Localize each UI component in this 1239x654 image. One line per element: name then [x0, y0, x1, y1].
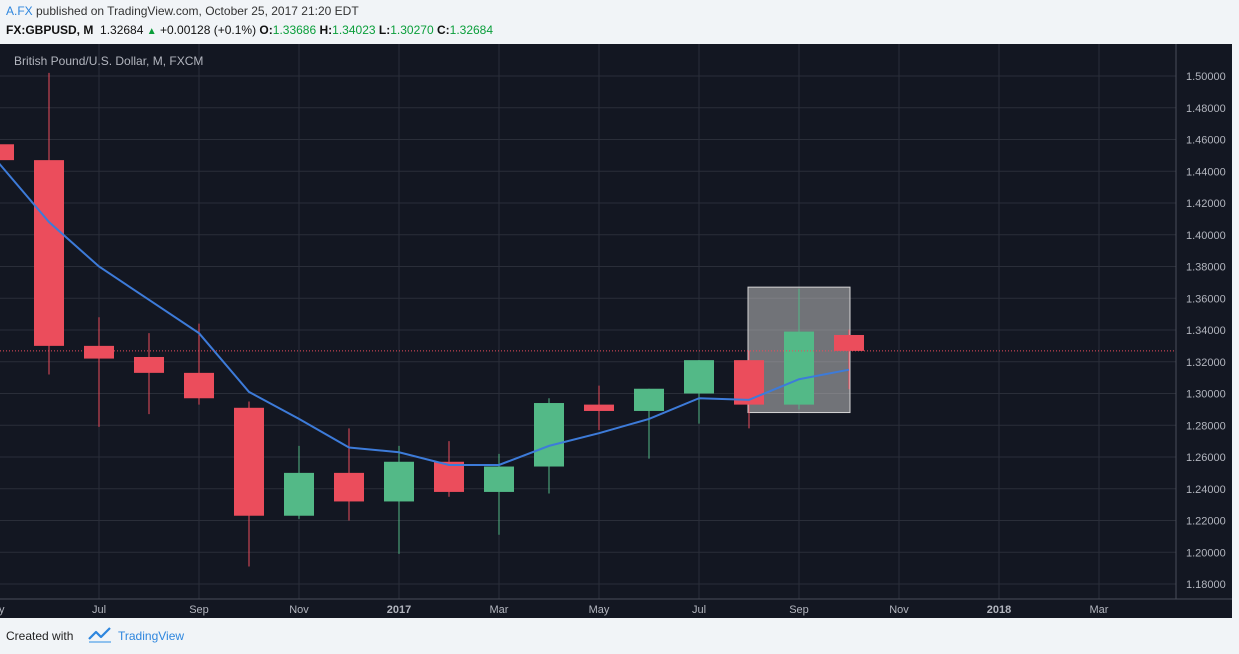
time-axis: y Jul Sep Nov 2017 Mar May Jul Sep Nov 2018 Mar — [0, 604, 1109, 616]
candle — [684, 360, 714, 424]
chart-title: British Pound/U.S. Dollar, M, FXCM — [14, 54, 203, 68]
candle — [284, 445, 314, 519]
candle-body — [434, 461, 464, 492]
candles — [0, 72, 864, 567]
candle-body — [584, 404, 614, 411]
y-tick-label: 1.28000 — [1186, 420, 1226, 432]
chart-area[interactable]: 1.18000 1.20000 1.22000 1.24000 1.26000 1.280… — [0, 44, 1232, 618]
candle-body — [34, 160, 64, 346]
x-tick-label: Nov — [889, 604, 909, 616]
candle — [384, 445, 414, 554]
symbol-label: FX:GBPUSD, M — [6, 23, 94, 37]
y-tick-label: 1.34000 — [1186, 325, 1226, 337]
candle — [134, 333, 164, 415]
candle-body — [284, 472, 314, 516]
low-label: L: — [378, 23, 391, 37]
candle — [784, 288, 814, 410]
open-value: 1.33686 — [272, 23, 317, 37]
y-tick-label: 1.20000 — [1186, 547, 1226, 559]
y-tick-label: 1.36000 — [1186, 293, 1226, 305]
x-tick-label: 2017 — [387, 604, 411, 616]
candle-body — [384, 461, 414, 502]
published-text: published on TradingView.com, October 25… — [32, 4, 359, 18]
y-tick-label: 1.24000 — [1186, 484, 1226, 496]
candle-body — [784, 331, 814, 405]
candle-body — [334, 472, 364, 502]
tradingview-brand[interactable]: TradingView — [118, 629, 185, 643]
price-scale-background — [1176, 44, 1232, 599]
candle-body — [734, 360, 764, 405]
candle — [434, 441, 464, 497]
y-tick-label: 1.32000 — [1186, 357, 1226, 369]
candle-body — [684, 360, 714, 394]
candle — [334, 428, 364, 521]
y-tick-label: 1.26000 — [1186, 452, 1226, 464]
candle — [834, 329, 864, 390]
last-price: 1.32684 — [100, 23, 144, 37]
y-tick-label: 1.48000 — [1186, 103, 1226, 115]
candle-body — [184, 372, 214, 399]
y-tick-label: 1.30000 — [1186, 389, 1226, 401]
x-tick-label: May — [589, 604, 610, 616]
x-tick-label: Mar — [490, 604, 509, 616]
y-tick-label: 1.22000 — [1186, 516, 1226, 528]
candlestick-chart[interactable]: 1.18000 1.20000 1.22000 1.24000 1.26000 1.280… — [0, 44, 1232, 618]
y-tick-label: 1.46000 — [1186, 135, 1226, 147]
candle-body — [134, 356, 164, 373]
candle-body — [634, 388, 664, 411]
x-tick-label: Jul — [692, 604, 706, 616]
y-tick-label: 1.40000 — [1186, 230, 1226, 242]
x-tick-label: Sep — [189, 604, 209, 616]
price-change: +0.00128 (+0.1%) — [160, 23, 257, 37]
x-tick-label: 2018 — [987, 604, 1011, 616]
price-axis: 1.18000 1.20000 1.22000 1.24000 1.26000 1.280… — [1186, 71, 1226, 591]
candle — [0, 144, 14, 161]
up-arrow-icon: ▲ — [146, 26, 157, 37]
y-tick-label: 1.38000 — [1186, 262, 1226, 274]
tradingview-logo-icon[interactable] — [88, 626, 112, 644]
candle — [734, 350, 764, 429]
open-label: O: — [259, 23, 273, 37]
author-link[interactable]: A.FX — [6, 4, 33, 18]
close-label: C: — [436, 23, 450, 37]
moving-average — [0, 162, 850, 466]
y-tick-label: 1.50000 — [1186, 71, 1226, 83]
chart-header: A.FX published on TradingView.com, Octob… — [0, 0, 1239, 44]
y-tick-label: 1.18000 — [1186, 579, 1226, 591]
candle — [534, 398, 564, 494]
candle-body — [0, 144, 14, 161]
symbol-info: FX:GBPUSD, M 1.32684 ▲ +0.00128 (+0.1%) … — [6, 23, 493, 37]
candle-body — [534, 403, 564, 467]
candle — [234, 401, 264, 567]
x-tick-label: Nov — [289, 604, 309, 616]
x-tick-label: Jul — [92, 604, 106, 616]
close-value: 1.32684 — [449, 23, 494, 37]
candle-body — [234, 407, 264, 516]
candle — [634, 388, 664, 459]
x-tick-label: Mar — [1090, 604, 1109, 616]
candle — [84, 317, 114, 427]
x-tick-label: y — [0, 604, 5, 616]
y-tick-label: 1.44000 — [1186, 166, 1226, 178]
high-value: 1.34023 — [332, 23, 376, 37]
candle — [184, 323, 214, 405]
footer: Created with TradingView — [0, 618, 1239, 654]
candle-body — [834, 334, 864, 351]
high-label: H: — [319, 23, 333, 37]
y-tick-label: 1.42000 — [1186, 198, 1226, 210]
low-value: 1.30270 — [390, 23, 434, 37]
candle — [584, 385, 614, 431]
publish-info: A.FX published on TradingView.com, Octob… — [6, 4, 359, 18]
candle — [34, 72, 64, 375]
created-with-label: Created with — [6, 629, 74, 643]
grid — [0, 44, 1176, 599]
candle-body — [84, 345, 114, 359]
x-tick-label: Sep — [789, 604, 809, 616]
candle-body — [484, 466, 514, 492]
candle — [484, 453, 514, 535]
moving-average-line — [0, 162, 850, 466]
